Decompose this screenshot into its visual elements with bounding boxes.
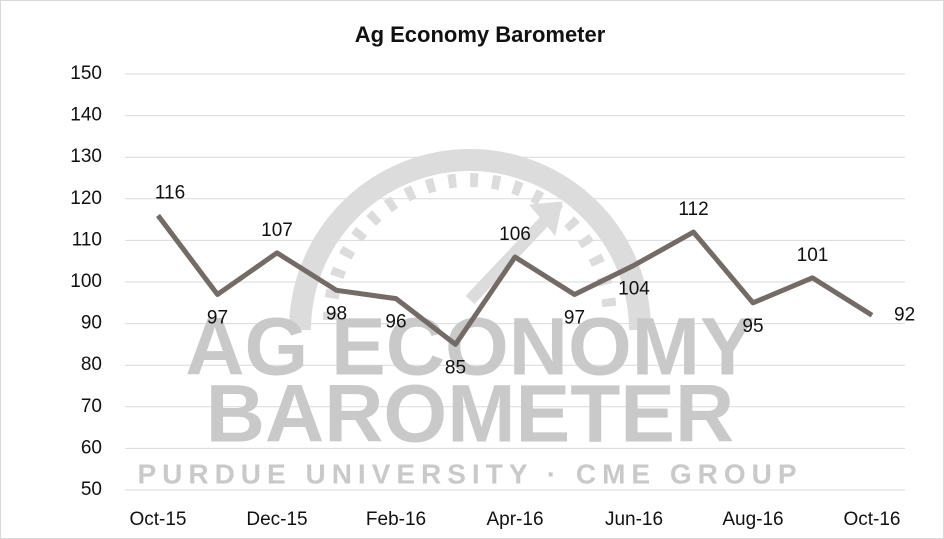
- x-tick-label: Oct-15: [129, 509, 186, 530]
- chart-title: Ag Economy Barometer: [355, 22, 606, 47]
- watermark-line: PURDUE UNIVERSITY · CME GROUP: [137, 458, 802, 489]
- y-tick-label: 50: [81, 479, 102, 500]
- data-label: 112: [678, 199, 708, 220]
- x-tick-label: Oct-16: [843, 509, 900, 530]
- data-label: 104: [618, 278, 650, 299]
- y-tick-label: 140: [70, 105, 102, 126]
- y-tick-label: 110: [72, 229, 102, 250]
- x-tick-label: Aug-16: [722, 509, 783, 530]
- y-tick-label: 100: [70, 271, 102, 292]
- y-tick-label: 90: [81, 313, 102, 334]
- data-label: 107: [261, 220, 293, 241]
- page: AG ECONOMY BAROMETER PURDUE UNIVERSITY ·…: [0, 0, 944, 539]
- x-tick-label: Dec-15: [246, 509, 307, 530]
- y-tick-label: 150: [70, 63, 102, 84]
- data-label: 95: [742, 316, 763, 337]
- data-label: 96: [385, 312, 406, 333]
- chart: AG ECONOMY BAROMETER PURDUE UNIVERSITY ·…: [0, 0, 944, 539]
- data-label: 98: [326, 303, 347, 324]
- y-tick-label: 60: [81, 437, 102, 458]
- data-label: 116: [155, 182, 185, 203]
- x-tick-label: Jun-16: [605, 509, 663, 530]
- x-tick-label: Feb-16: [366, 509, 426, 530]
- data-label: 106: [499, 224, 531, 245]
- y-tick-label: 70: [81, 396, 102, 417]
- data-label: 92: [894, 304, 915, 325]
- watermark-line: BAROMETER: [206, 369, 734, 460]
- data-label: 101: [797, 245, 829, 266]
- y-tick-label: 120: [70, 188, 102, 209]
- data-label: 97: [207, 307, 228, 328]
- x-tick-label: Apr-16: [486, 509, 543, 530]
- y-tick-label: 80: [81, 354, 102, 375]
- data-label: 85: [445, 357, 466, 378]
- data-label: 97: [564, 307, 585, 328]
- y-tick-label: 130: [70, 146, 102, 167]
